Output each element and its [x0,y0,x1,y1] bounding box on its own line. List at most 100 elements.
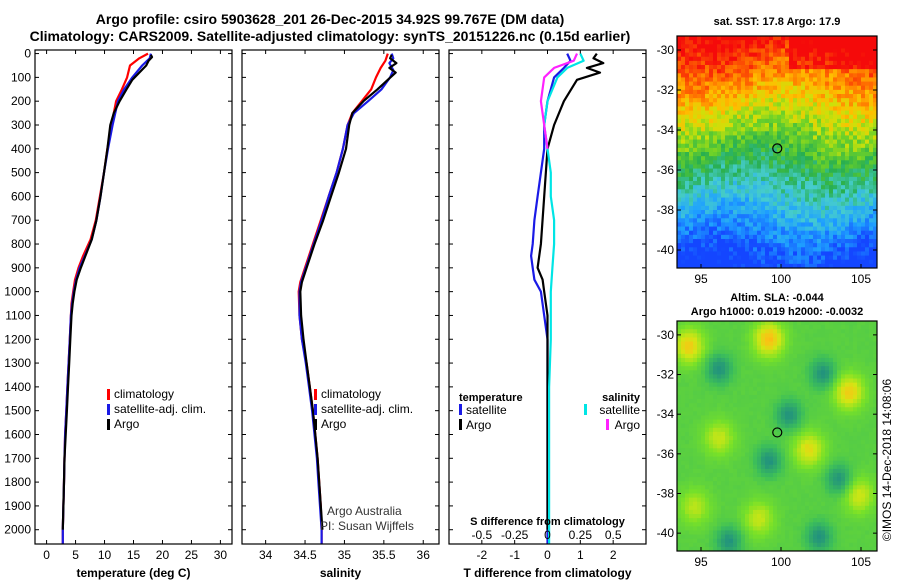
map-cell [701,415,706,421]
map-cell [677,321,682,326]
map-cell [685,201,690,207]
map-cell [869,114,874,120]
map-cell [689,69,694,74]
map-cell [685,477,690,482]
map-cell [797,44,802,50]
map-cell [861,131,866,137]
map-cell [765,247,770,253]
map-cell [745,143,750,149]
map-cell [693,399,698,404]
map-cell [701,337,706,343]
plot-frame [34,49,233,545]
map-cell [729,102,734,108]
map-cell [841,160,846,166]
map-cell [797,56,802,62]
map-cell [689,60,694,66]
map-cell [809,135,814,141]
map-cell [721,353,726,359]
map-cell [745,411,750,417]
map-cell [765,94,770,99]
map-cell [709,431,714,437]
map-cell [781,366,786,371]
map-cell [713,135,718,141]
map-cell [825,102,830,108]
map-cell [685,325,690,330]
map-cell [737,193,742,199]
map-cell [689,522,694,527]
map-cell [773,230,778,236]
map-cell [693,542,698,548]
map-cell [709,436,714,441]
map-cell [749,234,754,240]
map-cell [833,110,838,116]
map-cell [765,210,770,215]
map-cell [685,143,690,149]
map-cell [829,73,834,79]
map-cell [777,321,782,326]
map-cell [797,534,802,540]
map-cell [809,546,814,551]
map-cell [745,81,750,87]
map-cell [837,189,842,195]
map-cell [725,56,730,62]
map-cell [745,546,750,551]
map-cell [761,214,766,219]
map-cell [849,135,854,141]
map-cell [741,123,746,128]
map-cell [769,472,774,478]
map-cell [745,106,750,112]
map-cell [749,185,754,190]
map-cell [753,139,758,145]
map-cell [809,481,814,486]
map-cell [741,110,746,116]
map-cell [793,36,798,41]
map-cell [705,226,710,232]
map-cell [705,452,710,458]
map-cell [733,234,738,240]
map-cell [741,251,746,257]
map-cell [769,370,774,375]
map-cell [729,210,734,215]
map-cell [761,106,766,112]
map-cell [797,226,802,232]
map-cell [777,399,782,404]
map-cell [853,193,858,199]
map-cell [837,73,842,79]
map-cell [761,239,766,244]
map-cell [705,255,710,261]
map-cell [733,156,738,161]
map-cell [849,77,854,83]
map-cell [761,468,766,474]
map-cell [685,176,690,182]
map-cell [693,263,698,268]
map-cell [705,234,710,240]
map-cell [857,106,862,112]
map-cell [853,152,858,157]
map-cell [713,210,718,215]
map-cell [745,370,750,375]
map-cell [677,415,682,421]
map-cell [677,181,682,186]
map-cell [685,168,690,174]
map-cell [841,239,846,244]
map-cell [781,386,786,392]
map-cell [825,168,830,174]
map-cell [801,341,806,347]
map-cell [825,106,830,112]
map-cell [769,460,774,466]
map-cell [781,185,786,190]
map-cell [849,152,854,157]
map-cell [725,123,730,128]
map-cell [741,230,746,236]
map-cell [725,534,730,540]
map-cell [857,172,862,178]
y-tick-label: 2000 [4,523,31,537]
map-cell [741,419,746,425]
map-cell [729,485,734,490]
map-cell [705,205,710,211]
map-cell [845,48,850,54]
map-cell [833,127,838,132]
map-cell [781,460,786,466]
map-cell [689,48,694,54]
map-cell [833,123,838,128]
